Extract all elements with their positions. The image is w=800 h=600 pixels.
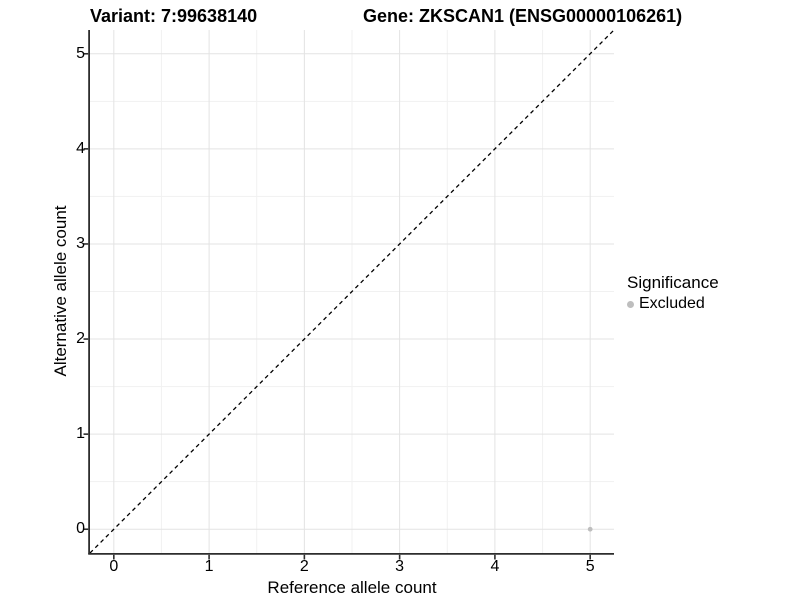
x-tick-label: 4 <box>490 558 500 575</box>
y-tick-label: 0 <box>76 520 85 538</box>
y-tick-label: 4 <box>76 139 85 157</box>
x-axis-title: Reference allele count <box>267 578 437 597</box>
plot-title-variant: Variant: 7:99638140 <box>90 6 258 26</box>
x-tick-label: 1 <box>204 558 214 575</box>
legend-item-excluded: Excluded <box>627 294 719 314</box>
x-tick-label: 0 <box>109 558 119 575</box>
data-point <box>587 526 593 532</box>
x-tick-label: 3 <box>395 558 405 575</box>
y-tick-label: 3 <box>76 234 85 252</box>
y-tick-label: 2 <box>76 330 85 348</box>
plot-title-gene: Gene: ZKSCAN1 (ENSG00000106261) <box>363 6 683 26</box>
legend-title: Significance <box>627 273 719 292</box>
legend-point-icon <box>627 300 634 308</box>
y-axis-title: Alternative allele count <box>51 205 70 377</box>
legend-item-label: Excluded <box>639 295 705 312</box>
identity-dashed-line <box>89 29 615 554</box>
y-tick-label: 5 <box>76 44 85 62</box>
y-tick-label: 1 <box>76 425 85 443</box>
x-tick-label: 2 <box>299 558 309 575</box>
x-tick-label: 5 <box>585 558 595 575</box>
legend: Significance Excluded <box>627 273 719 314</box>
